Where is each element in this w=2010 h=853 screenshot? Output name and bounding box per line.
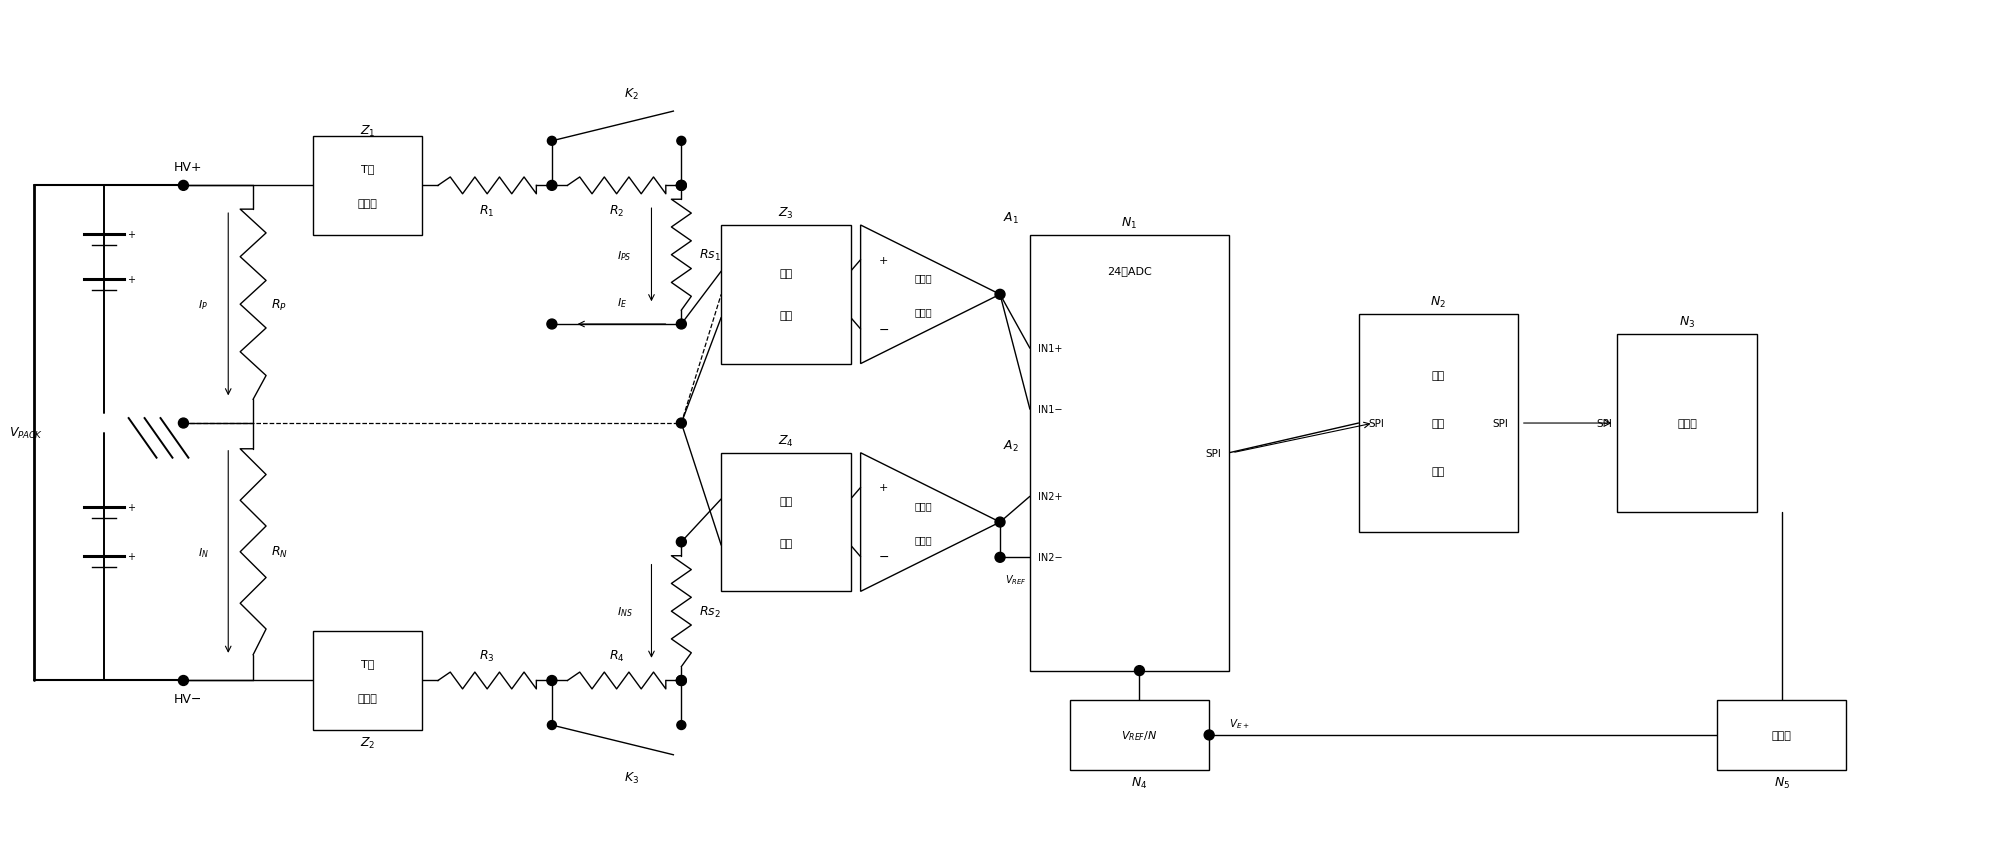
Text: 隔离: 隔离 xyxy=(1431,419,1445,428)
Text: $I_E$: $I_E$ xyxy=(617,296,627,310)
Circle shape xyxy=(677,137,685,146)
Circle shape xyxy=(1134,666,1144,676)
Text: −: − xyxy=(878,550,888,564)
Circle shape xyxy=(677,181,685,191)
Text: HV+: HV+ xyxy=(173,161,201,174)
Bar xyxy=(314,631,422,730)
Circle shape xyxy=(677,721,685,729)
Circle shape xyxy=(677,537,685,547)
Text: IN1−: IN1− xyxy=(1037,404,1063,415)
Text: $V_{E+}$: $V_{E+}$ xyxy=(1228,717,1250,730)
Bar xyxy=(1359,315,1518,532)
Text: $N_2$: $N_2$ xyxy=(1431,294,1445,310)
Text: $N_5$: $N_5$ xyxy=(1773,775,1789,790)
Text: $V_{PACK}$: $V_{PACK}$ xyxy=(10,426,44,441)
Text: IN2−: IN2− xyxy=(1037,553,1063,563)
Text: +: + xyxy=(127,502,135,512)
Text: −: − xyxy=(878,323,888,336)
Text: 数字: 数字 xyxy=(1431,371,1445,380)
Text: $Z_4$: $Z_4$ xyxy=(778,433,794,449)
Text: $N_3$: $N_3$ xyxy=(1678,315,1694,329)
Text: IN1+: IN1+ xyxy=(1037,344,1061,354)
Text: $N_1$: $N_1$ xyxy=(1122,216,1138,230)
Text: 滤波: 滤波 xyxy=(780,496,792,507)
Text: 电路: 电路 xyxy=(780,538,792,548)
Circle shape xyxy=(1204,730,1214,740)
Circle shape xyxy=(547,137,557,146)
Circle shape xyxy=(179,676,189,686)
Text: +: + xyxy=(878,255,888,265)
Text: +: + xyxy=(127,230,135,240)
Circle shape xyxy=(995,553,1005,563)
Text: $Rs_1$: $Rs_1$ xyxy=(699,248,722,263)
Text: $N_4$: $N_4$ xyxy=(1132,775,1148,790)
Text: $R_N$: $R_N$ xyxy=(271,544,287,560)
Circle shape xyxy=(677,181,685,191)
Text: 放大器: 放大器 xyxy=(915,535,933,545)
Text: $Rs_2$: $Rs_2$ xyxy=(699,604,722,619)
Circle shape xyxy=(677,676,685,686)
Circle shape xyxy=(995,518,1005,527)
Text: 基准源: 基准源 xyxy=(1773,730,1791,740)
Text: $I_{NS}$: $I_{NS}$ xyxy=(617,605,633,618)
Bar xyxy=(314,136,422,235)
Text: $I_{PS}$: $I_{PS}$ xyxy=(617,248,631,262)
Text: SPI: SPI xyxy=(1596,419,1612,428)
Text: +: + xyxy=(127,552,135,561)
Text: $V_{REF}/N$: $V_{REF}/N$ xyxy=(1122,728,1158,742)
Text: 全差分: 全差分 xyxy=(915,273,933,282)
Circle shape xyxy=(179,419,189,428)
Bar xyxy=(722,453,850,592)
Bar xyxy=(722,226,850,364)
Circle shape xyxy=(547,181,557,191)
Text: SPI: SPI xyxy=(1206,448,1222,458)
Text: 电路: 电路 xyxy=(780,310,792,321)
Text: 滤波: 滤波 xyxy=(780,270,792,279)
Text: $I_P$: $I_P$ xyxy=(199,298,209,311)
Text: 单片机: 单片机 xyxy=(1676,419,1696,428)
Bar xyxy=(1069,700,1210,769)
Text: SPI: SPI xyxy=(1369,419,1385,428)
Circle shape xyxy=(677,320,685,329)
Text: 滤波器: 滤波器 xyxy=(358,199,378,209)
Text: +: + xyxy=(878,483,888,493)
Text: $R_1$: $R_1$ xyxy=(480,204,494,219)
Text: $Z_1$: $Z_1$ xyxy=(360,125,376,139)
Text: $A_1$: $A_1$ xyxy=(1003,211,1019,226)
Text: T型: T型 xyxy=(362,164,374,173)
Text: 全差分: 全差分 xyxy=(915,500,933,510)
Text: +: + xyxy=(127,275,135,285)
Text: $A_2$: $A_2$ xyxy=(1003,438,1019,453)
Text: 滤波器: 滤波器 xyxy=(358,693,378,704)
Circle shape xyxy=(677,676,685,686)
Text: 电路: 电路 xyxy=(1431,467,1445,476)
Text: $V_{REF}$: $V_{REF}$ xyxy=(1005,572,1027,586)
Circle shape xyxy=(547,320,557,329)
Text: HV−: HV− xyxy=(173,693,201,705)
Text: 24位ADC: 24位ADC xyxy=(1108,265,1152,276)
Text: $R_P$: $R_P$ xyxy=(271,298,287,312)
Circle shape xyxy=(547,676,557,686)
Text: T型: T型 xyxy=(362,658,374,668)
Text: $Z_2$: $Z_2$ xyxy=(360,735,376,750)
Bar xyxy=(1029,235,1228,670)
Circle shape xyxy=(179,181,189,191)
Text: $R_2$: $R_2$ xyxy=(609,204,625,219)
Circle shape xyxy=(995,290,1005,300)
Text: $I_N$: $I_N$ xyxy=(199,545,209,559)
Text: SPI: SPI xyxy=(1491,419,1508,428)
Text: $K_2$: $K_2$ xyxy=(625,87,639,102)
Text: $R_3$: $R_3$ xyxy=(478,647,494,663)
Text: $R_4$: $R_4$ xyxy=(609,647,625,663)
Text: $K_3$: $K_3$ xyxy=(623,769,639,785)
Text: 放大器: 放大器 xyxy=(915,307,933,317)
Circle shape xyxy=(677,419,685,428)
Circle shape xyxy=(547,721,557,729)
Text: $Z_3$: $Z_3$ xyxy=(778,206,794,221)
Bar xyxy=(1618,334,1757,513)
Text: IN2+: IN2+ xyxy=(1037,491,1063,502)
Bar xyxy=(1717,700,1847,769)
